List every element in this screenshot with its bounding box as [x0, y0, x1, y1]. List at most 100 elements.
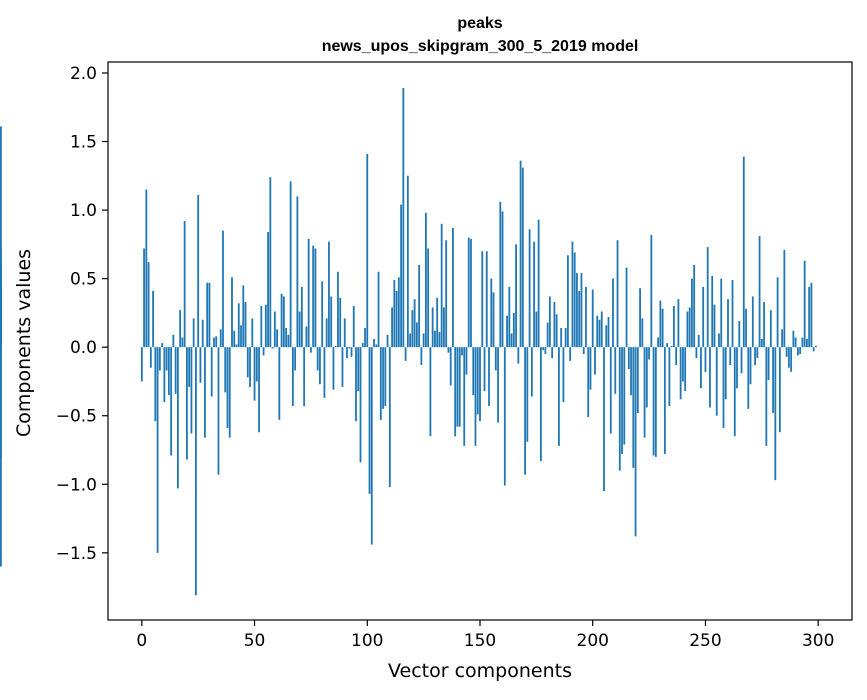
bar	[260, 306, 263, 348]
bar	[546, 322, 549, 348]
bar	[226, 347, 229, 429]
bar	[454, 347, 457, 437]
bar	[305, 326, 308, 348]
y-ticks-group: −1.5 −1.0 −0.5 0.0 0.5 1.0 1.5 2.0	[56, 64, 108, 564]
bar	[323, 347, 326, 398]
bar	[772, 347, 774, 413]
bar	[438, 332, 441, 348]
bar	[702, 286, 705, 348]
bar	[815, 345, 817, 348]
bar	[179, 310, 182, 348]
x-tick-label: 150	[464, 631, 496, 651]
bar	[334, 345, 337, 348]
bar	[623, 347, 626, 445]
bar	[147, 262, 150, 348]
bar	[456, 347, 459, 427]
bar	[397, 277, 400, 348]
bar	[578, 290, 581, 348]
bar	[756, 347, 759, 359]
bar	[321, 281, 324, 348]
bar	[415, 322, 418, 348]
bar	[215, 336, 218, 348]
bar	[618, 347, 621, 471]
bar	[443, 307, 445, 348]
bar	[434, 330, 436, 348]
bar	[161, 343, 164, 348]
bar	[208, 282, 211, 348]
bar	[636, 347, 639, 413]
y-tick-label: 1.0	[70, 201, 97, 221]
bar	[736, 347, 738, 389]
bar	[812, 347, 815, 352]
bar	[406, 175, 409, 348]
bar	[526, 347, 529, 442]
bar	[240, 325, 242, 348]
bar	[143, 248, 145, 348]
bar	[395, 290, 398, 348]
bar	[291, 347, 294, 407]
bar	[201, 319, 204, 348]
bar	[346, 347, 348, 359]
bar	[488, 347, 490, 407]
bar	[422, 333, 425, 348]
bar	[515, 244, 517, 348]
bar	[280, 293, 283, 348]
bar	[300, 286, 303, 348]
y-tick-label: 1.5	[70, 133, 97, 153]
bar	[341, 347, 344, 387]
bar	[632, 347, 635, 468]
bar	[298, 311, 301, 348]
bar	[810, 282, 813, 348]
bar	[310, 347, 312, 353]
bar	[551, 347, 554, 359]
bar	[190, 347, 193, 434]
bar	[176, 347, 179, 489]
bar	[186, 347, 188, 460]
bar	[393, 279, 396, 348]
bar	[276, 329, 278, 348]
bar	[445, 240, 448, 348]
bar	[449, 347, 452, 386]
bar	[508, 286, 511, 348]
bar	[808, 286, 811, 348]
bar	[612, 278, 614, 348]
bar	[769, 310, 772, 348]
bar	[733, 347, 736, 437]
bar	[591, 289, 594, 348]
x-tick-label: 300	[802, 631, 834, 651]
bar	[627, 347, 630, 370]
bar	[413, 299, 416, 348]
bar	[776, 277, 779, 348]
bar	[524, 347, 526, 475]
bar	[219, 329, 222, 348]
bar	[253, 347, 256, 401]
bar	[303, 347, 306, 407]
chart-title-line2: news_upos_skipgram_300_5_2019 model	[322, 38, 639, 55]
bar	[711, 275, 714, 348]
bar	[228, 347, 231, 438]
bar	[560, 327, 563, 348]
y-tick-label: −0.5	[56, 407, 97, 427]
bar	[384, 347, 387, 407]
bar	[273, 311, 276, 348]
bar	[616, 240, 619, 348]
bar	[544, 347, 547, 355]
bars-group	[0, 88, 817, 596]
bar	[233, 330, 236, 348]
bar	[242, 285, 245, 348]
bar	[625, 267, 628, 348]
bar	[573, 252, 576, 348]
bar	[663, 347, 666, 455]
bar	[409, 333, 412, 348]
bar	[567, 255, 569, 348]
bar	[492, 292, 495, 348]
bar	[528, 229, 531, 348]
bar	[675, 347, 678, 365]
bar	[355, 347, 357, 422]
bar	[307, 238, 310, 348]
bar	[188, 347, 191, 387]
bar	[411, 310, 414, 348]
bar	[501, 211, 504, 348]
